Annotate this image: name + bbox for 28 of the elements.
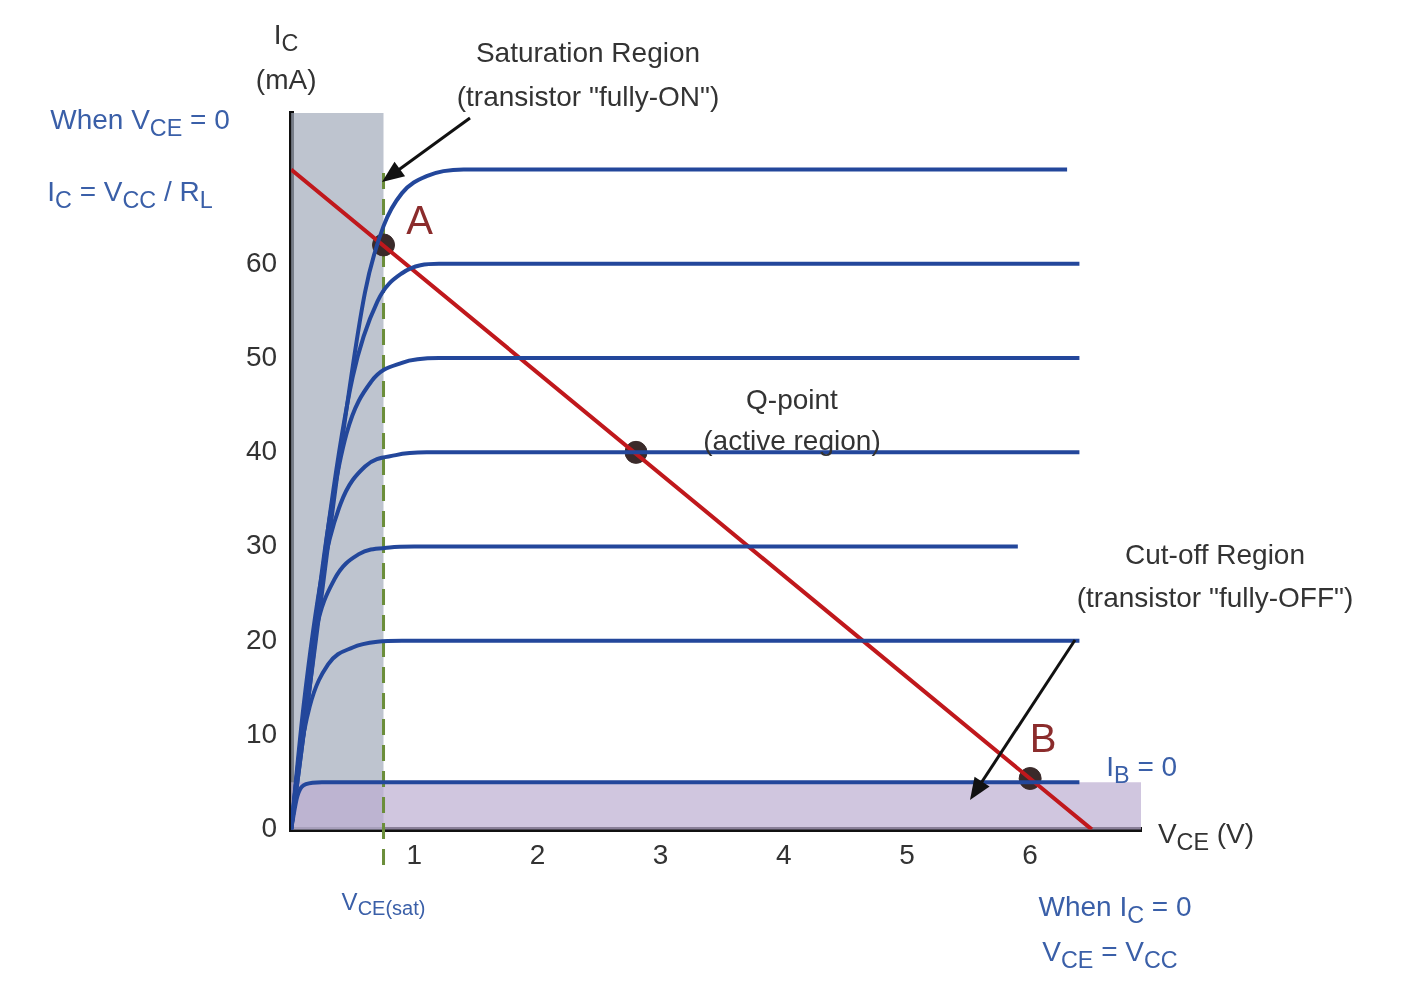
annotation: (transistor "fully-OFF") <box>1076 580 1354 615</box>
y-tick-label: 10 <box>245 717 278 749</box>
annotation: B <box>1029 715 1057 763</box>
x-tick-label: 4 <box>776 838 792 870</box>
y-axis-title: I$_{C}$ (mA) <box>255 18 317 98</box>
x-tick-label: 2 <box>529 838 546 870</box>
x-tick-label: 1 <box>406 838 423 870</box>
annotation: Q-point (active region) <box>703 383 881 459</box>
y-tick-label: 0 <box>261 812 278 844</box>
ref-line-label: V$_{CE(sat)}$ <box>341 887 426 922</box>
y-tick-label: 30 <box>245 529 278 561</box>
text: Saturation Region <box>475 35 701 70</box>
y-tick-label: 20 <box>245 623 278 655</box>
x-tick-label: 6 <box>1022 838 1038 870</box>
y-tick-label: 40 <box>245 435 278 467</box>
text: When V$_{CE}$ = 0 <box>50 103 230 143</box>
annotation: Cut-off Region <box>1124 537 1306 572</box>
annotation: A <box>406 196 433 244</box>
x-tick-label: 3 <box>652 838 669 870</box>
y-tick-label: 50 <box>245 340 278 372</box>
annotation: I$_{B}$ = 0 <box>1106 750 1178 791</box>
text: I$_{C}$ = V$_{CC}$ / R$_{L}$ <box>47 175 213 215</box>
x-tick-label: 5 <box>899 838 915 870</box>
x-axis-title: V$_{CE}$ (V) <box>1157 817 1255 858</box>
text: V$_{CE}$ = V$_{CC}$ <box>1042 935 1178 975</box>
annotation: (transistor "fully-ON") <box>456 79 720 114</box>
y-tick-label: 60 <box>245 246 278 278</box>
text: When I$_{C}$ = 0 <box>1038 890 1192 930</box>
